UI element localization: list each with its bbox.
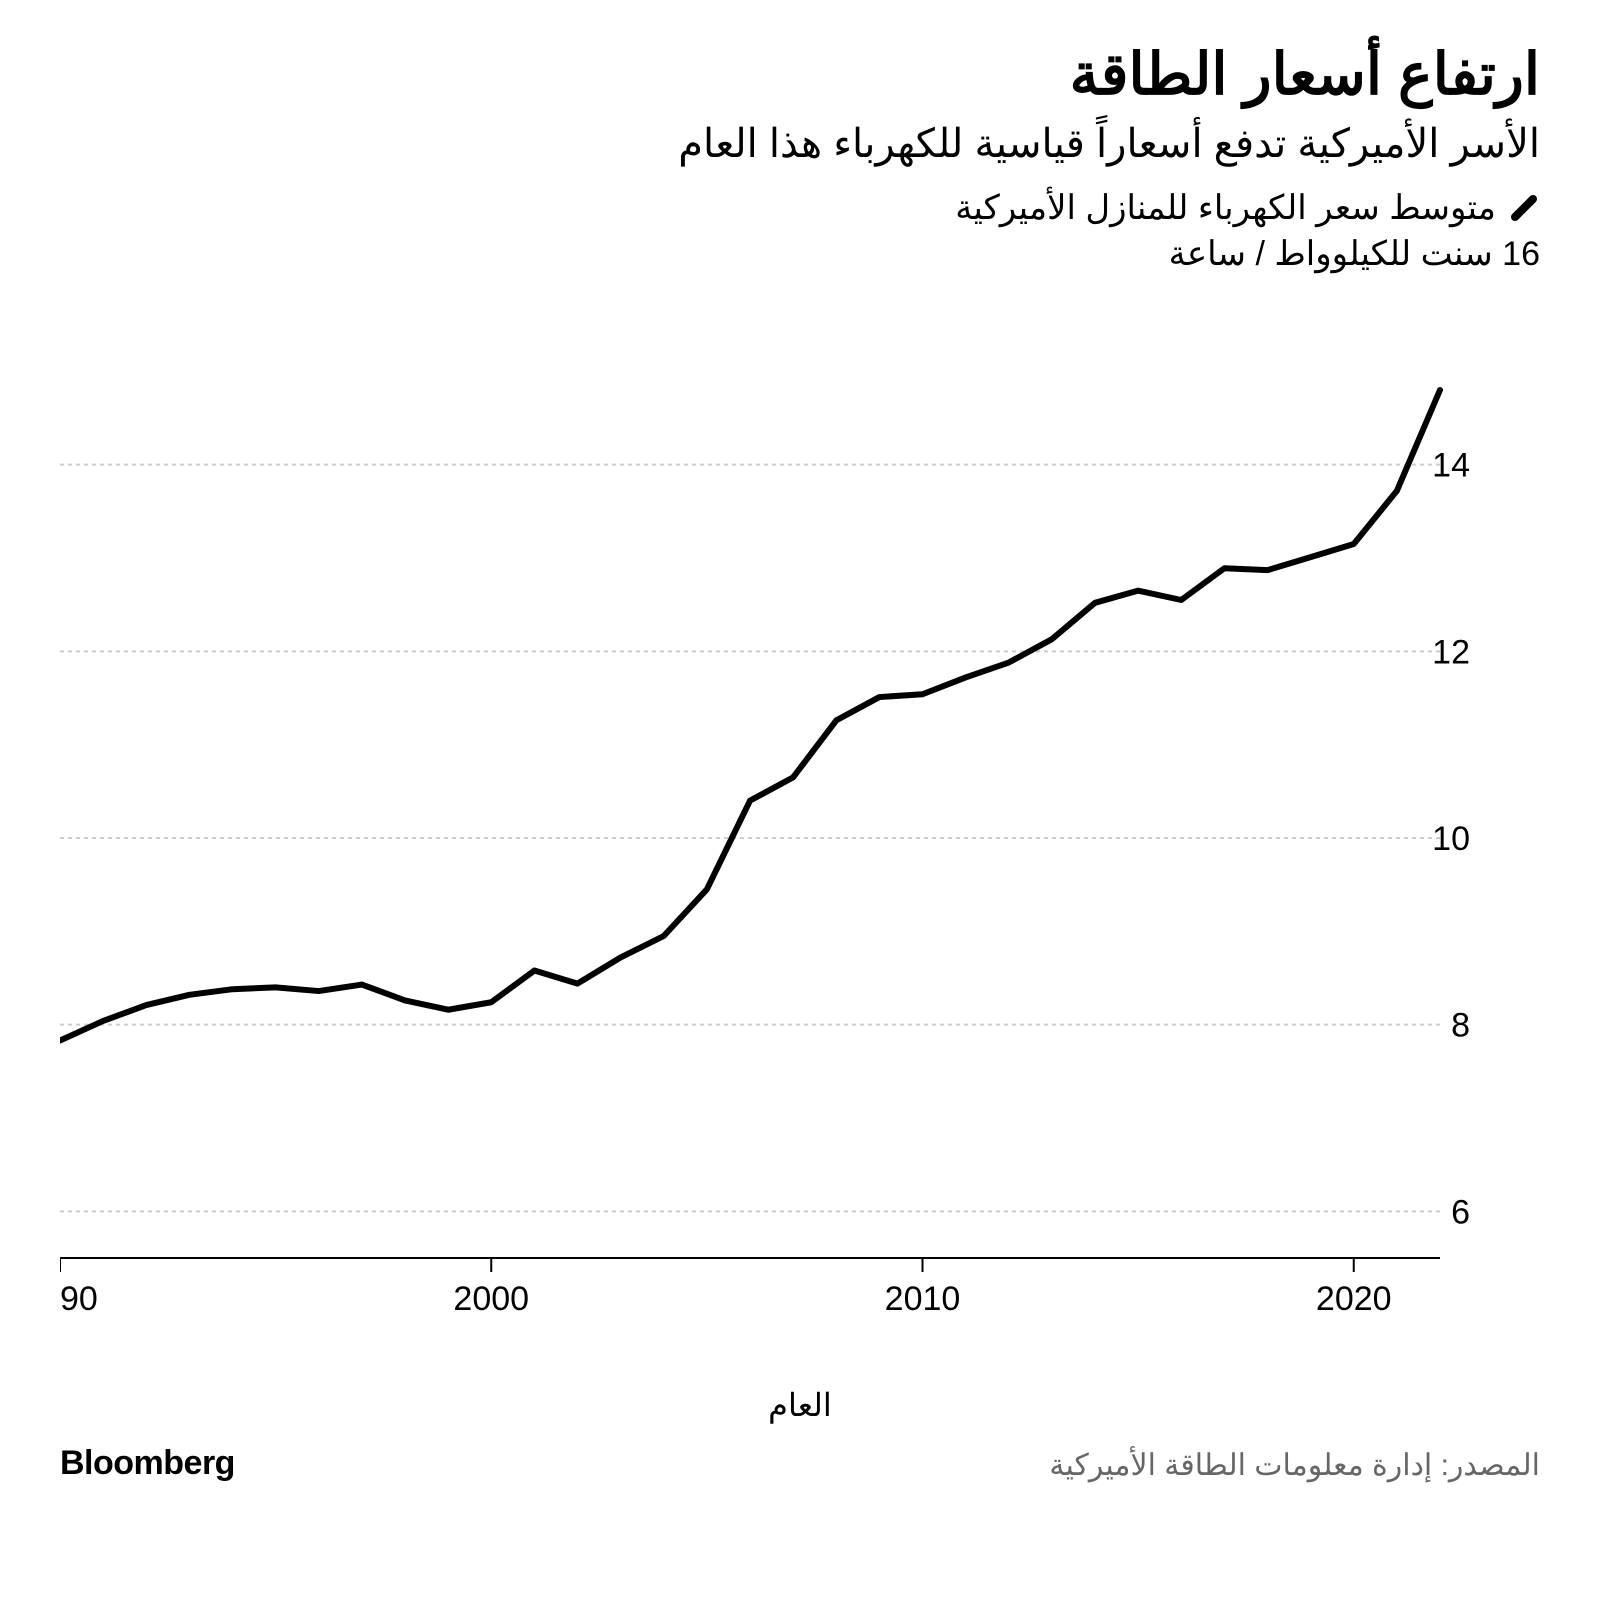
svg-text:2010: 2010 [885, 1280, 961, 1318]
svg-text:10: 10 [1432, 820, 1470, 858]
svg-text:14: 14 [1432, 446, 1470, 484]
x-axis-title: العام [60, 1386, 1540, 1424]
y-unit-label: 16 سنت للكيلوواط / ساعة [60, 234, 1540, 274]
svg-text:12: 12 [1432, 633, 1470, 671]
svg-text:6: 6 [1451, 1193, 1470, 1231]
source-label: المصدر: إدارة معلومات الطاقة الأميركية [1049, 1448, 1540, 1483]
brand-logo: Bloomberg [60, 1444, 235, 1483]
chart-subtitle: الأسر الأميركية تدفع أسعاراً قياسية للكه… [60, 118, 1540, 170]
svg-text:8: 8 [1451, 1006, 1470, 1044]
svg-text:2000: 2000 [453, 1280, 529, 1318]
svg-text:2020: 2020 [1316, 1280, 1392, 1318]
line-chart: 6 8 10 12 14 1990 2000 2010 2020 [60, 278, 1540, 1328]
chart-area: 6 8 10 12 14 1990 2000 2010 2020 [60, 278, 1540, 1378]
svg-text:1990: 1990 [60, 1280, 98, 1318]
legend: متوسط سعر الكهرباء للمنازل الأميركية [60, 188, 1540, 228]
legend-swatch-icon [1508, 192, 1540, 224]
legend-label: متوسط سعر الكهرباء للمنازل الأميركية [955, 188, 1496, 228]
chart-title: ارتفاع أسعار الطاقة [60, 40, 1540, 110]
